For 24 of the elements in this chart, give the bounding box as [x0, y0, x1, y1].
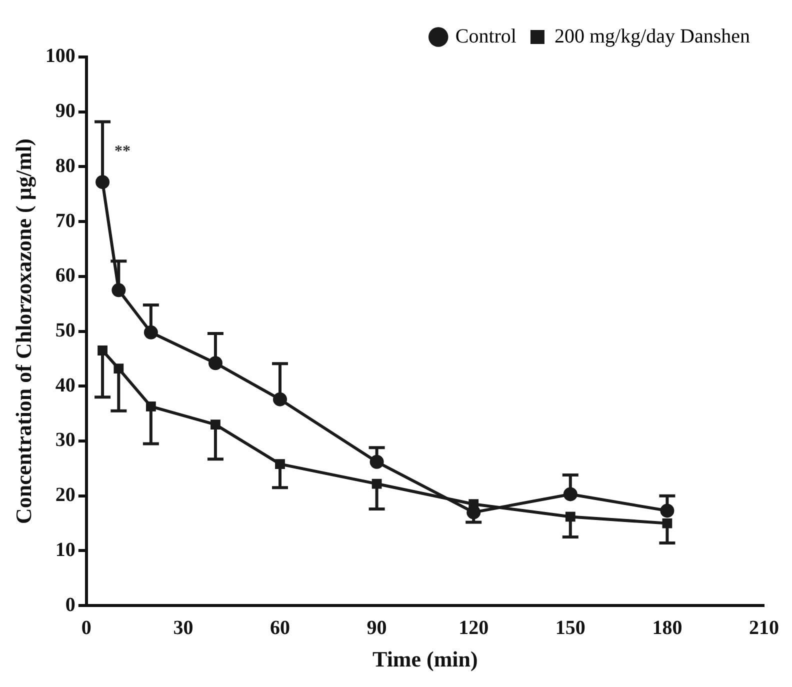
x-tick-label: 120: [458, 616, 489, 639]
y-tick-label: 10: [55, 538, 76, 561]
y-tick-label: 70: [55, 210, 76, 232]
y-tick-label: 60: [55, 264, 76, 287]
annotation: **: [114, 143, 131, 160]
x-tick-label: 0: [81, 616, 92, 639]
x-tick-label: 90: [366, 616, 387, 639]
x-tick-label: 30: [173, 616, 194, 639]
y-axis-title: Concentration of Chlorzoxazone ( µg/ml): [10, 138, 36, 524]
y-tick-label: 0: [65, 594, 76, 616]
x-axis-title: Time (min): [372, 646, 478, 672]
y-tick-label: 50: [55, 319, 76, 342]
y-tick-label: 100: [45, 45, 76, 68]
y-tick-label: 40: [55, 374, 76, 396]
legend-label: Control: [455, 25, 517, 48]
y-tick-label: 90: [55, 100, 76, 122]
x-tick-label: 60: [270, 616, 290, 639]
y-tick-label: 30: [55, 429, 76, 452]
legend-label: 200 mg/kg/day Danshen: [554, 25, 750, 48]
x-tick-label: 210: [749, 616, 779, 639]
y-tick-label: 20: [55, 484, 76, 506]
x-tick-label: 180: [652, 616, 682, 639]
y-tick-label: 80: [55, 154, 76, 177]
x-tick-label: 150: [555, 616, 586, 639]
